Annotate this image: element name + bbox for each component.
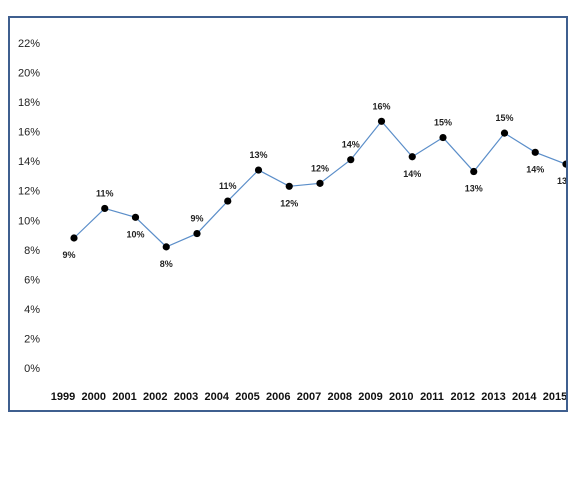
data-point bbox=[531, 148, 539, 156]
y-tick-label: 2% bbox=[24, 333, 40, 345]
data-point bbox=[470, 167, 478, 176]
data-label: 15% bbox=[434, 118, 452, 128]
chart-frame: 0% 2% 4% 6% 8% 10% 12% 14% 16% 18% 20% 22% 1999 2000… bbox=[8, 16, 568, 412]
data-label: 14% bbox=[526, 164, 544, 174]
y-tick-label: 16% bbox=[18, 127, 40, 139]
data-point bbox=[101, 204, 109, 213]
data-label: 14% bbox=[403, 169, 421, 179]
data-label: 12% bbox=[280, 198, 298, 208]
data-point bbox=[162, 243, 170, 251]
data-labels: 9% 11% 10% 8% 9% 11% 13% 12% 12% 14% 16% 14% 15% 13% 1… bbox=[62, 101, 566, 269]
data-points bbox=[70, 117, 566, 251]
x-tick-label: 2002 bbox=[143, 391, 167, 403]
x-tick-label: 2001 bbox=[112, 391, 136, 403]
y-tick-label: 6% bbox=[24, 274, 40, 286]
x-tick-label: 2007 bbox=[297, 391, 321, 403]
x-tick-label: 2008 bbox=[328, 391, 352, 403]
data-point bbox=[254, 166, 263, 174]
data-label: 10% bbox=[126, 229, 144, 239]
line-chart: 0% 2% 4% 6% 8% 10% 12% 14% 16% 18% 20% 22% 1999 2000… bbox=[18, 38, 566, 403]
x-tick-label: 2000 bbox=[82, 391, 106, 403]
x-tick-label: 2006 bbox=[266, 391, 290, 403]
data-label: 12% bbox=[311, 163, 329, 173]
series-line bbox=[73, 120, 566, 248]
x-tick-label: 1999 bbox=[51, 391, 75, 403]
data-point bbox=[285, 182, 293, 190]
x-tick-label: 2015 bbox=[543, 391, 566, 403]
y-tick-label: 20% bbox=[18, 68, 40, 80]
x-tick-label: 2003 bbox=[174, 391, 198, 403]
y-tick-label: 0% bbox=[24, 363, 40, 375]
x-tick-label: 2004 bbox=[205, 391, 230, 403]
data-point bbox=[131, 213, 140, 221]
data-label: 13% bbox=[465, 184, 483, 194]
x-tick-label: 2014 bbox=[512, 391, 537, 403]
data-point bbox=[500, 129, 509, 137]
data-point bbox=[408, 153, 416, 161]
y-axis-ticks: 0% 2% 4% 6% 8% 10% 12% 14% 16% 18% 20% 22% bbox=[18, 38, 40, 375]
x-tick-label: 2013 bbox=[481, 391, 505, 403]
data-label: 13% bbox=[557, 176, 566, 186]
data-point bbox=[377, 117, 386, 125]
data-point bbox=[562, 160, 566, 168]
data-point bbox=[347, 156, 355, 164]
x-axis-ticks: 1999 2000 2001 2002 2003 2004 2005 2006 2007 2008… bbox=[51, 391, 566, 403]
x-tick-label: 2010 bbox=[389, 391, 413, 403]
y-tick-label: 14% bbox=[18, 156, 40, 168]
data-label: 8% bbox=[160, 259, 173, 269]
x-tick-label: 2011 bbox=[420, 391, 444, 403]
y-tick-label: 22% bbox=[18, 38, 40, 50]
y-tick-label: 4% bbox=[24, 304, 40, 316]
data-point bbox=[193, 229, 201, 238]
x-tick-label: 2005 bbox=[235, 391, 259, 403]
data-label: 15% bbox=[495, 113, 513, 123]
x-tick-label: 2012 bbox=[451, 391, 475, 403]
data-point bbox=[70, 234, 78, 242]
data-label: 16% bbox=[372, 101, 390, 111]
y-tick-label: 10% bbox=[18, 215, 40, 227]
data-point bbox=[224, 197, 232, 205]
y-tick-label: 12% bbox=[18, 186, 40, 198]
data-point bbox=[316, 179, 324, 187]
data-point bbox=[439, 133, 447, 142]
data-label: 11% bbox=[96, 188, 114, 198]
data-label: 9% bbox=[62, 250, 75, 260]
data-label: 13% bbox=[249, 150, 267, 160]
data-label: 11% bbox=[219, 181, 237, 191]
data-label: 14% bbox=[342, 140, 360, 150]
y-tick-label: 8% bbox=[24, 245, 40, 257]
x-tick-label: 2009 bbox=[358, 391, 382, 403]
y-tick-label: 18% bbox=[18, 97, 40, 109]
data-label: 9% bbox=[190, 214, 203, 224]
